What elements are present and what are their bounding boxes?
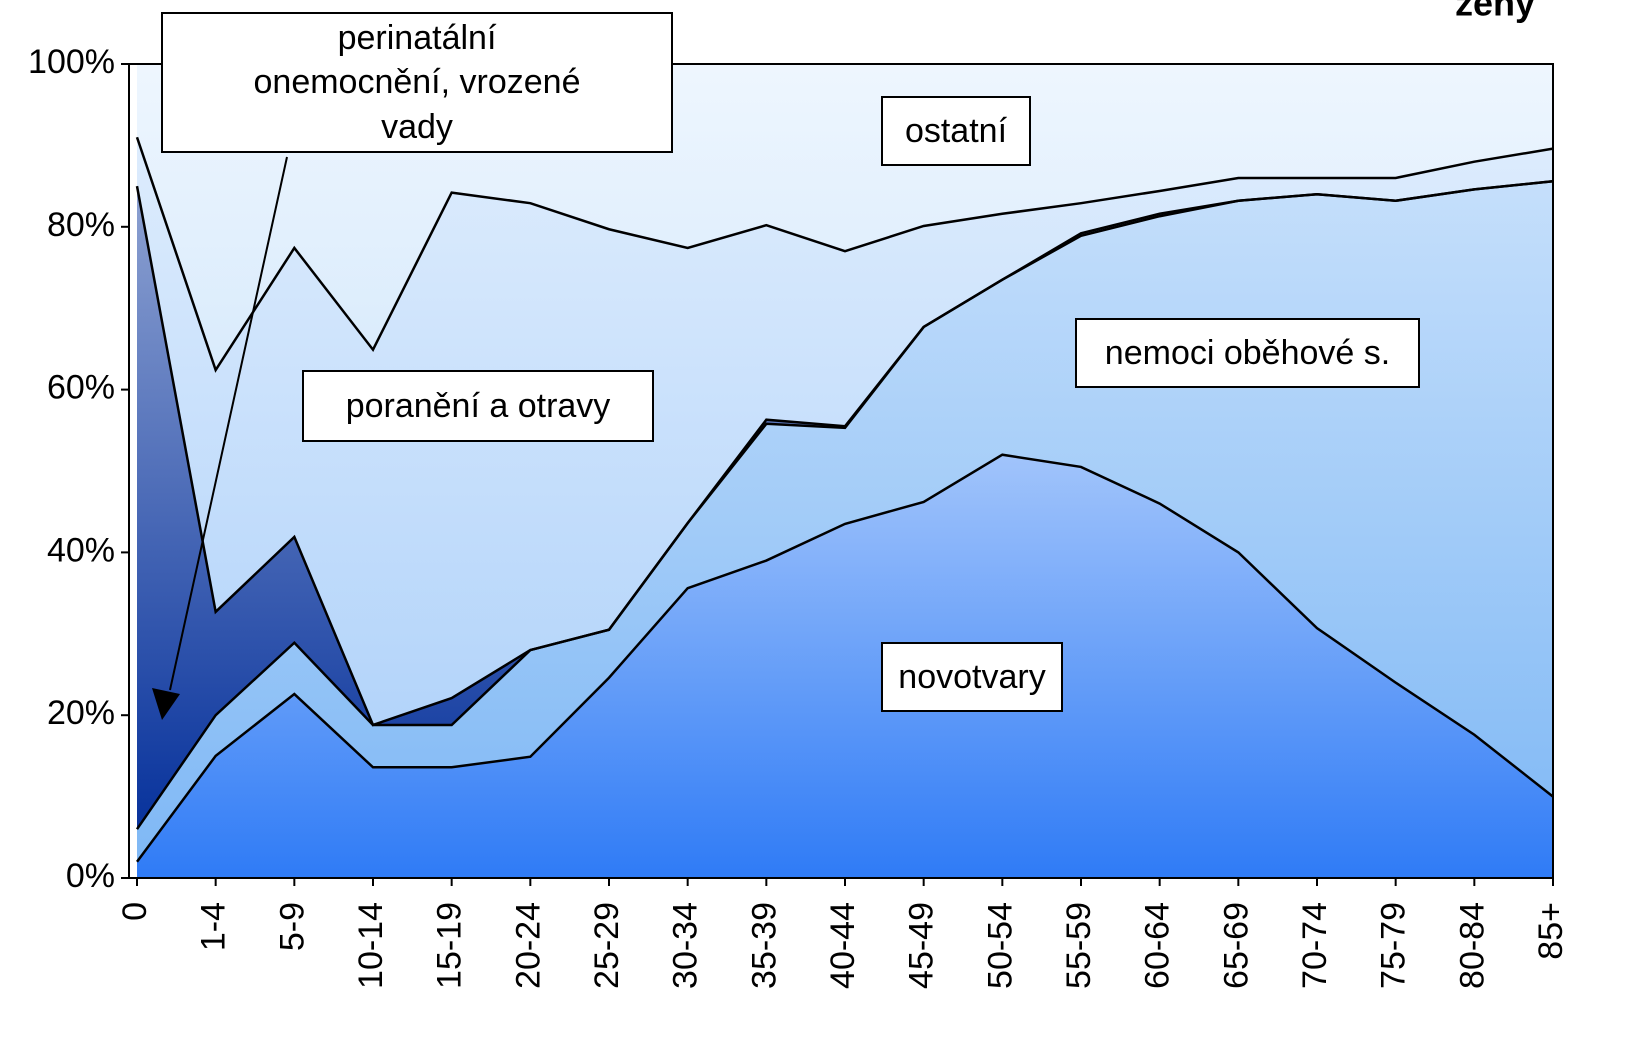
label-obehove: nemoci oběhové s. bbox=[1075, 318, 1420, 388]
y-tick-label: 80% bbox=[47, 206, 115, 244]
y-tick-label: 20% bbox=[47, 694, 115, 732]
label-poraneni: poranění a otravy bbox=[302, 370, 654, 442]
x-tick-label: 0 bbox=[116, 902, 154, 921]
x-tick-label: 45-49 bbox=[903, 902, 941, 989]
x-tick-label: 65-69 bbox=[1217, 902, 1255, 989]
x-tick-label: 85+ bbox=[1532, 902, 1570, 960]
x-tick-label: 50-54 bbox=[981, 902, 1019, 989]
arrow-head bbox=[152, 688, 180, 720]
x-tick-label: 10-14 bbox=[352, 902, 390, 989]
y-tick-label: 60% bbox=[47, 369, 115, 407]
x-tick-label: 5-9 bbox=[273, 902, 311, 951]
arrow bbox=[169, 156, 288, 691]
plot-frame bbox=[128, 63, 1554, 879]
x-tick-label: 40-44 bbox=[824, 902, 862, 989]
x-tick-label: 30-34 bbox=[667, 902, 705, 989]
x-tick-label: 25-29 bbox=[588, 902, 626, 989]
x-tick-label: 70-74 bbox=[1296, 902, 1334, 989]
x-tick-label: 75-79 bbox=[1375, 902, 1413, 989]
area-edge bbox=[135, 136, 1554, 373]
x-tick-label: 15-19 bbox=[431, 902, 469, 989]
x-tick-label: 35-39 bbox=[745, 902, 783, 989]
x-tick-label: 1-4 bbox=[195, 902, 233, 951]
label-ostatni: ostatní bbox=[881, 96, 1031, 166]
y-tick-label: 0% bbox=[66, 857, 115, 895]
label-novotvary: novotvary bbox=[881, 642, 1063, 712]
x-tick-label: 20-24 bbox=[509, 902, 547, 989]
label-perinatal: perinatální onemocnění, vrozené vady bbox=[161, 12, 673, 153]
area bbox=[137, 454, 1553, 878]
y-tick-label: 100% bbox=[28, 43, 115, 81]
area bbox=[137, 137, 1553, 725]
x-tick-label: 80-84 bbox=[1453, 902, 1491, 989]
x-tick-label: 55-59 bbox=[1060, 902, 1098, 989]
area-edge bbox=[135, 179, 1554, 727]
x-tick-label: 60-64 bbox=[1139, 902, 1177, 989]
chart-title: ženy bbox=[1455, 0, 1535, 24]
area-edge bbox=[135, 453, 1554, 863]
y-tick-label: 40% bbox=[47, 531, 115, 569]
